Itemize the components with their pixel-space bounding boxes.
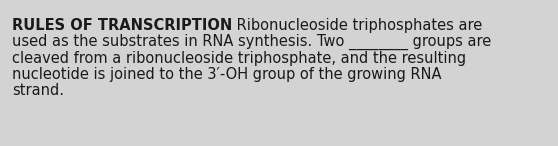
Text: nucleotide is joined to the 3′-OH group of the growing RNA: nucleotide is joined to the 3′-OH group … xyxy=(12,67,441,82)
Text: strand.: strand. xyxy=(12,83,64,98)
Text: RULES OF TRANSCRIPTION: RULES OF TRANSCRIPTION xyxy=(12,18,232,33)
Text: Ribonucleoside triphosphates are: Ribonucleoside triphosphates are xyxy=(232,18,483,33)
Text: cleaved from a ribonucleoside triphosphate, and the resulting: cleaved from a ribonucleoside triphospha… xyxy=(12,51,466,66)
Text: used as the substrates in RNA synthesis. Two ________ groups are: used as the substrates in RNA synthesis.… xyxy=(12,34,491,51)
